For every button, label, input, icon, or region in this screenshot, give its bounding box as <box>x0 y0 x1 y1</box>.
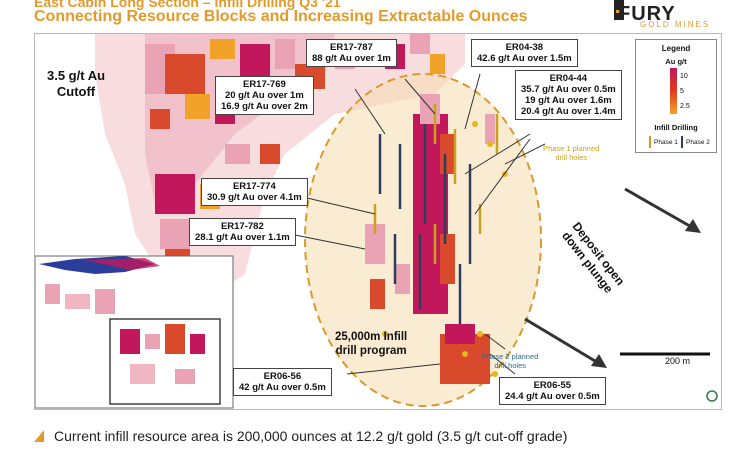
legend-title: Legend <box>661 44 691 53</box>
legend-infill-title: Infill Drilling <box>654 123 698 132</box>
callout-leaders <box>289 73 546 375</box>
legend-unit: Au g/t <box>665 57 687 66</box>
legend-value-low: 2.5 <box>680 103 690 110</box>
phase1-planned-label: Phase 1 planned drill holes <box>543 144 600 162</box>
callout-er06-55: ER06-55 24.4 g/t Au over 0.5m <box>499 377 606 405</box>
legend-value-high: 10 <box>680 73 688 80</box>
callout-er04-38: ER04-38 42.6 g/t Au over 1.5m <box>471 39 578 67</box>
callout-er17-774: ER17-774 30.9 g/t Au over 4.1m <box>201 178 308 206</box>
legend-phase2: Phase 2 <box>686 139 710 146</box>
logo-text: FURY <box>618 3 676 25</box>
legend-swatches <box>649 68 683 148</box>
callout-er06-56: ER06-56 42 g/t Au over 0.5m <box>233 368 332 396</box>
company-logo <box>614 0 624 20</box>
callout-er17-769: ER17-769 20 g/t Au over 1m 16.9 g/t Au o… <box>215 76 314 115</box>
callout-er04-44: ER04-44 35.7 g/t Au over 0.5m 19 g/t Au … <box>515 70 622 120</box>
bullet-triangle-icon <box>34 430 44 442</box>
long-section-map: 3.5 g/t Au Cutoff ER17-787 88 g/t Au ove… <box>34 33 722 410</box>
legend: Legend Au g/t 10 5 2.5 Infill Drilling P… <box>635 39 717 153</box>
phase2-drill-holes <box>378 124 472 324</box>
footer-note: Current infill resource area is 200,000 … <box>34 428 567 444</box>
title-cut: East Cabin Long Section – Infill Drillin… <box>34 0 341 10</box>
plunge-arrows <box>524 187 701 368</box>
compass-icon <box>706 390 718 402</box>
callout-er17-782: ER17-782 28.1 g/t Au over 1.1m <box>189 218 296 246</box>
phase1-drill-holes <box>373 104 499 264</box>
callout-er17-787: ER17-787 88 g/t Au over 1m <box>306 39 397 67</box>
page-title: Connecting Resource Blocks and Increasin… <box>34 8 528 25</box>
footer-text: Current infill resource area is 200,000 … <box>54 428 568 444</box>
phase2-planned-label: Phase 2 planned drill holes <box>482 352 539 370</box>
legend-value-mid: 5 <box>680 88 684 95</box>
scale-label: 200 m <box>665 356 691 366</box>
legend-phase1: Phase 1 <box>654 139 678 146</box>
long-section-drawing <box>35 34 718 409</box>
cutoff-label: 3.5 g/t Au Cutoff <box>47 68 106 99</box>
logo-subtitle: GOLD MINES <box>640 20 711 29</box>
infill-program-label: 25,000m Infill drill program <box>335 331 408 357</box>
